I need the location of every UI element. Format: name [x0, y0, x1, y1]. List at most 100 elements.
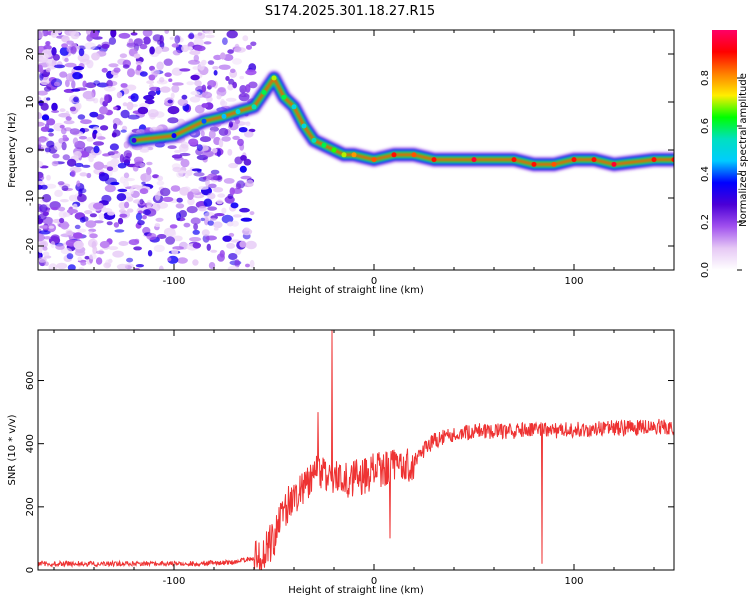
spectrogram-cell — [111, 132, 117, 138]
ridge-point — [371, 157, 377, 163]
spectrogram-cell — [207, 60, 215, 65]
spectrogram-cell — [122, 64, 130, 69]
snr-frame — [37, 329, 675, 571]
spectrogram-cell — [70, 170, 76, 178]
spectrogram-cell — [209, 217, 217, 221]
spectrogram-cell — [53, 142, 62, 151]
spectrogram-cell — [225, 97, 237, 102]
y-tick-label: -20 — [25, 238, 36, 254]
spectrogram-cell — [139, 71, 148, 77]
spectrogram-cell — [159, 86, 171, 93]
spectrogram-cell — [133, 246, 143, 251]
spectrogram-cell — [40, 126, 50, 132]
spectrogram-cell — [167, 99, 173, 104]
ridge-point — [331, 147, 337, 153]
spectrogram-cell — [77, 256, 82, 261]
spectrogram-cell — [232, 81, 237, 89]
spectrogram-cell — [75, 102, 82, 110]
spectrogram-cell — [38, 121, 45, 127]
spectrogram-cell — [40, 102, 49, 111]
spectrogram-cell — [194, 80, 202, 87]
spectrogram-cell — [65, 110, 70, 118]
spectrogram-cell — [156, 234, 167, 239]
spectrogram-cell — [160, 187, 171, 197]
spectrogram-cell — [238, 127, 248, 133]
spectrogram-cell — [216, 87, 227, 97]
spectrogram-cell — [248, 81, 258, 89]
spectrogram-cell — [227, 148, 233, 156]
x-tick-label: 0 — [371, 576, 377, 587]
spectrogram-cell — [80, 261, 87, 266]
spectrogram-cell — [168, 78, 173, 82]
spectrogram-cell — [167, 257, 172, 262]
spectrogram-cell — [192, 242, 201, 249]
spectrogram-cell — [134, 238, 140, 243]
spectrogram-cell — [189, 96, 201, 103]
spectrogram-cell — [78, 267, 85, 270]
spectrogram-cell — [133, 38, 143, 47]
spectrogram-cell — [53, 81, 61, 87]
spectrogram-cell — [154, 192, 161, 201]
spectrogram-cell — [198, 186, 209, 190]
spectrogram-cell — [179, 68, 191, 72]
spectrogram-cell — [219, 250, 225, 258]
spectrogram-cell — [174, 149, 182, 154]
spectrogram-cell — [109, 143, 119, 151]
spectrogram-cell — [48, 263, 58, 270]
spectrogram-cell — [74, 249, 86, 257]
spectrogram-cell — [210, 249, 218, 253]
ridge-point — [311, 137, 317, 143]
snr-series-line — [38, 330, 674, 570]
spectrogram-cell — [65, 116, 72, 121]
ridge-point — [391, 152, 397, 158]
spectrogram-cell — [120, 109, 130, 119]
spectrogram-cell — [206, 243, 211, 251]
spectrogram-cell — [135, 264, 144, 268]
spectrogram-cell — [204, 30, 215, 35]
spectrogram-cell — [125, 84, 137, 91]
spectrogram-cell — [119, 213, 128, 218]
colorbar-gradient — [712, 30, 737, 270]
spectrogram-cell — [57, 181, 65, 186]
ridge-point — [431, 157, 437, 163]
spectrogram-cell — [46, 118, 56, 126]
spectrogram-cell — [82, 80, 87, 88]
spectrogram-cell — [91, 52, 100, 61]
spectrogram-cell — [96, 114, 105, 120]
spectrogram-cell — [123, 172, 130, 179]
ridge-point — [291, 104, 297, 110]
spectrogram-cell — [172, 166, 182, 172]
spectrogram-cell — [139, 43, 148, 50]
spectrogram-cell — [128, 38, 133, 44]
y-tick-label: 20 — [25, 48, 36, 61]
spectrogram-cell — [159, 46, 170, 52]
spectrogram-cell — [39, 68, 44, 74]
spectrogram-cell — [106, 166, 114, 172]
spectrogram-cell — [66, 40, 74, 45]
spectrogram-cell — [176, 212, 181, 221]
spectrogram-cell — [67, 264, 76, 270]
spectrogram-cell — [243, 158, 252, 166]
spectrogram-cell — [73, 96, 79, 103]
spectrogram-cell — [183, 222, 191, 228]
spectrogram-cell — [95, 250, 105, 255]
colorbar-tick-label: 0.2 — [700, 214, 711, 230]
spectrogram-cell — [165, 236, 176, 245]
spectrogram-cell — [148, 90, 157, 97]
colorbar-tick-label: 0.4 — [700, 166, 711, 182]
spectrogram-cell — [164, 72, 172, 77]
spectrogram-cell — [118, 241, 129, 246]
spectrogram-cell — [48, 225, 55, 229]
spectrogram-cell — [239, 240, 247, 248]
spectrogram-cell — [45, 68, 51, 73]
spectrogram-cell — [116, 193, 127, 202]
spectrogram-cell — [219, 52, 226, 60]
spectrogram-cell — [137, 106, 149, 115]
spectrogram-cell — [169, 36, 174, 40]
spectrogram-cell — [117, 217, 124, 225]
snr-axes: -100 0 100 0 200 400 600 — [25, 330, 674, 587]
ridge-point — [341, 152, 347, 158]
spectrogram-cell — [201, 84, 207, 93]
spectrogram-cell — [181, 44, 190, 53]
spectrogram-cell — [113, 222, 120, 228]
